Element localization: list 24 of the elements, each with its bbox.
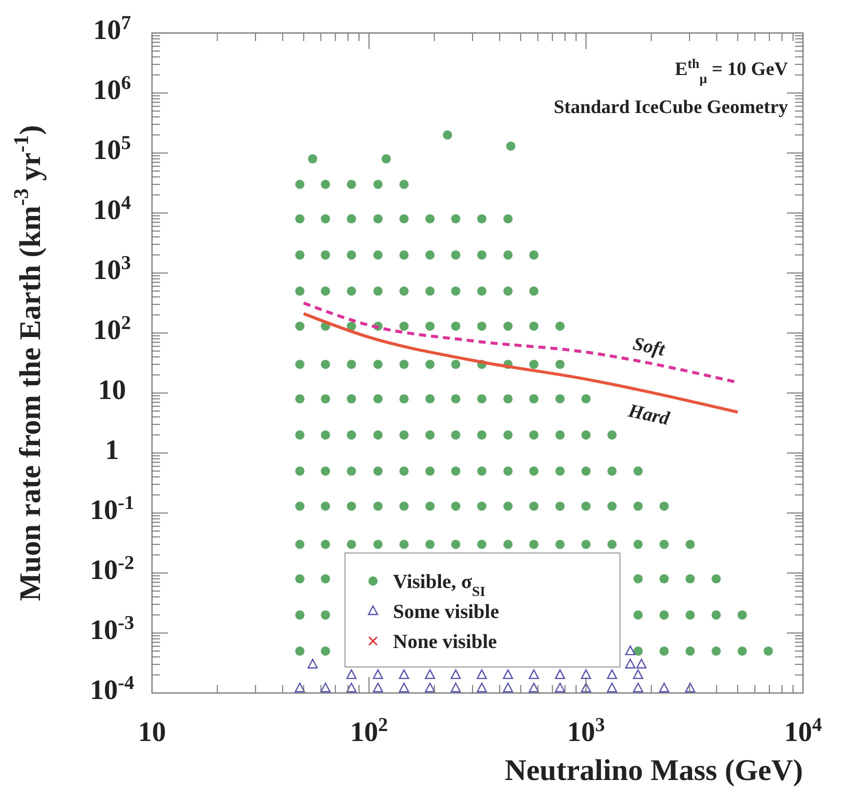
- y-tick-label: 1: [105, 435, 119, 466]
- y-tick-label: 10$^{-1}$: [90, 492, 134, 526]
- text: Soft: [631, 334, 668, 361]
- x-tick-label: 10: [138, 717, 166, 748]
- x-tick-label: 10$^{4}$: [784, 714, 822, 748]
- annotation: E$^{th}$$_{μ}$ = 10 GeV: [674, 56, 788, 86]
- legend-label: Some visible: [393, 601, 500, 623]
- y-tick-label: 10: [98, 375, 126, 406]
- y-tick-label: 10$^{7}$: [93, 12, 132, 46]
- y-tick-label: 10$^{-3}$: [90, 612, 134, 646]
- y-tick-label: 10$^{4}$: [93, 192, 132, 226]
- text: Hard: [626, 400, 672, 430]
- x-tick-label: 10$^{2}$: [350, 714, 388, 748]
- legend-label: None visible: [393, 631, 498, 653]
- legend-label: Visible, σ$_{SI}$: [393, 571, 486, 600]
- y-tick-label: 10$^{-4}$: [90, 672, 134, 706]
- y-tick-label: 10$^{6}$: [93, 72, 132, 106]
- y-tick-label: 10$^{3}$: [93, 252, 132, 286]
- y-tick-label: 10$^{2}$: [93, 312, 131, 346]
- y-tick-label: 10$^{5}$: [93, 132, 132, 166]
- annotation: Standard IceCube Geometry: [554, 97, 788, 118]
- y-tick-label: 10$^{-2}$: [90, 552, 134, 586]
- x-tick-label: 10$^{3}$: [567, 714, 606, 748]
- x-axis-title: Neutralino Mass (GeV): [504, 754, 803, 787]
